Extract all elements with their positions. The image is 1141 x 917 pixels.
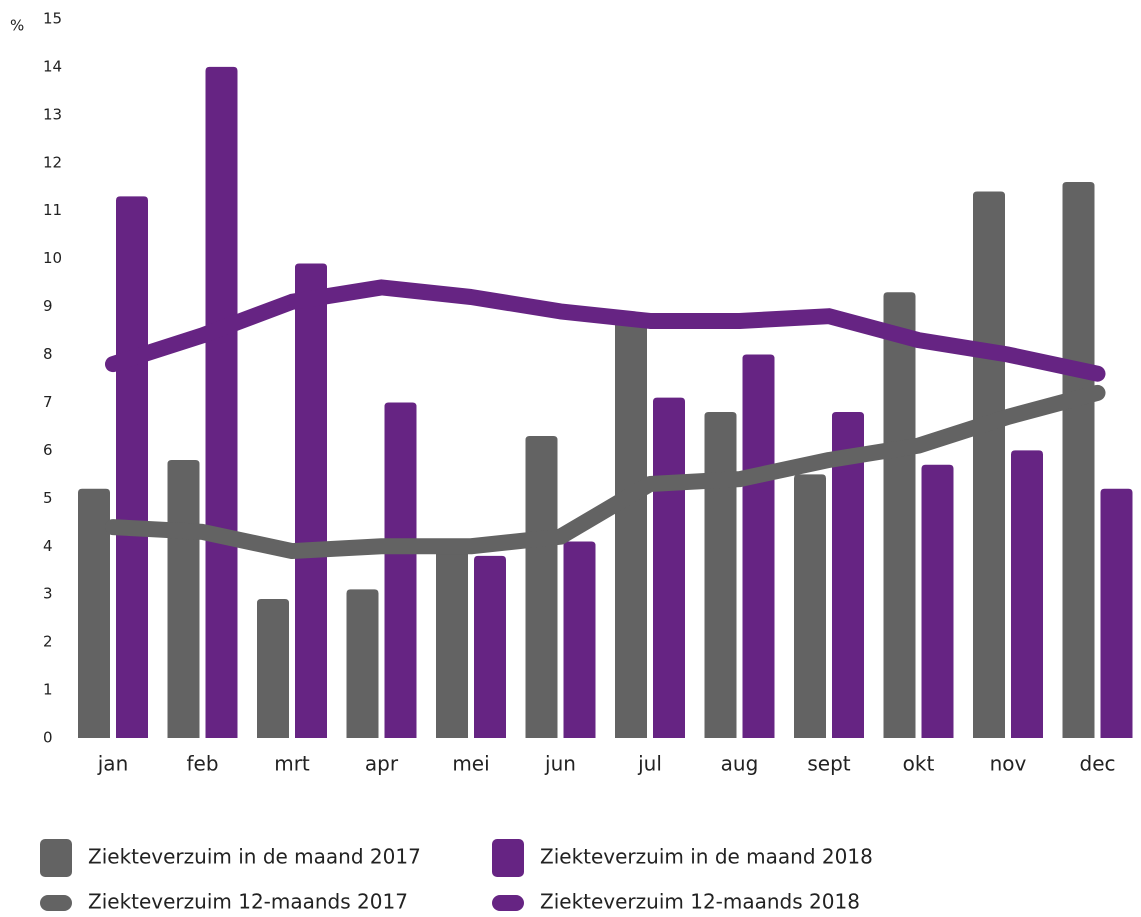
legend-label: Ziekteverzuim in de maand 2018: [540, 845, 873, 869]
bar-jun-2018: [563, 541, 596, 738]
bar-jan-2018: [116, 196, 148, 738]
y-tick-label: 2: [43, 633, 53, 651]
x-tick-label: jan: [97, 752, 129, 776]
y-tick-label: 10: [43, 249, 62, 267]
y-tick-label: 1: [43, 681, 53, 699]
bar-mrt-2018: [295, 263, 327, 738]
legend-swatch-bar: [492, 839, 524, 877]
x-tick-label: nov: [990, 752, 1027, 776]
y-tick-label: 5: [43, 489, 53, 507]
bar-dec-2017: [1062, 181, 1095, 738]
bar-okt-2017: [883, 292, 916, 738]
x-tick-label: jun: [544, 752, 576, 776]
x-tick-label: feb: [186, 752, 218, 776]
bar-aug-2017: [704, 412, 737, 738]
x-tick-label: mei: [452, 752, 489, 776]
bar-apr-2018: [384, 402, 417, 738]
bar-nov-2018: [1011, 450, 1043, 738]
y-axis-unit: %: [10, 17, 24, 35]
bar-mei-2017: [436, 546, 468, 738]
x-tick-label: aug: [721, 752, 759, 776]
legend: Ziekteverzuim in de maand 2017 Ziekteverz…: [40, 839, 873, 914]
x-tick-label: apr: [365, 752, 399, 776]
legend-swatch-bar: [40, 839, 72, 877]
bar-jun-2017: [525, 436, 558, 738]
bar-aug-2018: [742, 354, 775, 738]
y-tick-label: 7: [43, 393, 53, 411]
legend-label: Ziekteverzuim 12-maands 2017: [88, 890, 408, 914]
x-tick-label: dec: [1080, 752, 1116, 776]
x-axis: jan feb mrt apr mei jun jul aug sept okt nov dec: [97, 752, 1116, 776]
x-tick-label: jul: [637, 752, 662, 776]
x-tick-label: okt: [903, 752, 935, 776]
legend-label: Ziekteverzuim in de maand 2017: [88, 845, 421, 869]
line-12-maands-2017: [105, 384, 1106, 560]
y-tick-label: 3: [43, 585, 53, 603]
bar-jul-2018: [653, 397, 685, 738]
bar-mrt-2017: [257, 598, 289, 738]
x-tick-label: mrt: [274, 752, 310, 776]
bar-sept-2018: [832, 412, 864, 738]
y-tick-label: 9: [43, 297, 53, 315]
y-tick-label: 12: [43, 153, 62, 171]
bar-mei-2018: [474, 555, 506, 738]
bar-nov-2017: [973, 191, 1005, 738]
bar-jul-2017: [615, 316, 647, 738]
y-tick-label: 15: [43, 10, 62, 28]
bar-feb-2018: [205, 66, 238, 738]
bar-sept-2017: [794, 474, 826, 738]
lines: [105, 279, 1106, 560]
x-tick-label: sept: [807, 752, 850, 776]
y-tick-label: 14: [43, 57, 62, 75]
bar-okt-2018: [921, 464, 954, 738]
y-tick-label: 6: [43, 441, 53, 459]
bar-jan-2017: [78, 488, 110, 738]
y-tick-label: 4: [43, 537, 53, 555]
bars: [78, 66, 1133, 738]
bar-apr-2017: [346, 589, 379, 738]
line-12-maands-2018: [105, 279, 1106, 382]
y-tick-label: 13: [43, 105, 62, 123]
y-tick-label: 11: [43, 201, 62, 219]
bar-feb-2017: [167, 459, 200, 738]
legend-label: Ziekteverzuim 12-maands 2018: [540, 890, 860, 914]
y-tick-label: 0: [43, 729, 53, 747]
bar-dec-2018: [1100, 488, 1133, 738]
y-tick-label: 8: [43, 345, 53, 363]
